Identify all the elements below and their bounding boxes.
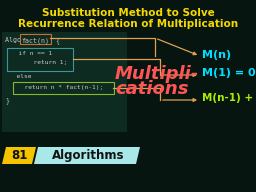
Text: M(n-1) + 1: M(n-1) + 1 [202,93,256,103]
Text: }: } [5,97,9,104]
FancyBboxPatch shape [6,47,72,70]
Polygon shape [34,147,140,164]
Text: return 1;: return 1; [11,60,67,65]
Text: {: { [52,37,60,44]
Text: M(n): M(n) [202,50,231,60]
FancyBboxPatch shape [2,32,127,132]
Text: Multipli-: Multipli- [115,65,199,83]
Polygon shape [2,147,36,164]
Text: Algorithms: Algorithms [52,149,124,162]
Text: M(1) = 0: M(1) = 0 [202,68,256,78]
Text: if n == 1: if n == 1 [11,51,52,56]
Text: 81: 81 [11,149,27,162]
Text: cations: cations [115,80,188,98]
Text: Recurrence Relation of Multiplication: Recurrence Relation of Multiplication [18,19,238,29]
Text: fact(n): fact(n) [21,37,49,44]
Text: return n * fact(n-1);: return n * fact(n-1); [17,85,103,90]
FancyBboxPatch shape [13,81,113,94]
FancyBboxPatch shape [19,33,50,44]
Text: Algo: Algo [5,37,25,43]
Text: Substitution Method to Solve: Substitution Method to Solve [42,8,214,18]
Text: else: else [9,74,31,79]
